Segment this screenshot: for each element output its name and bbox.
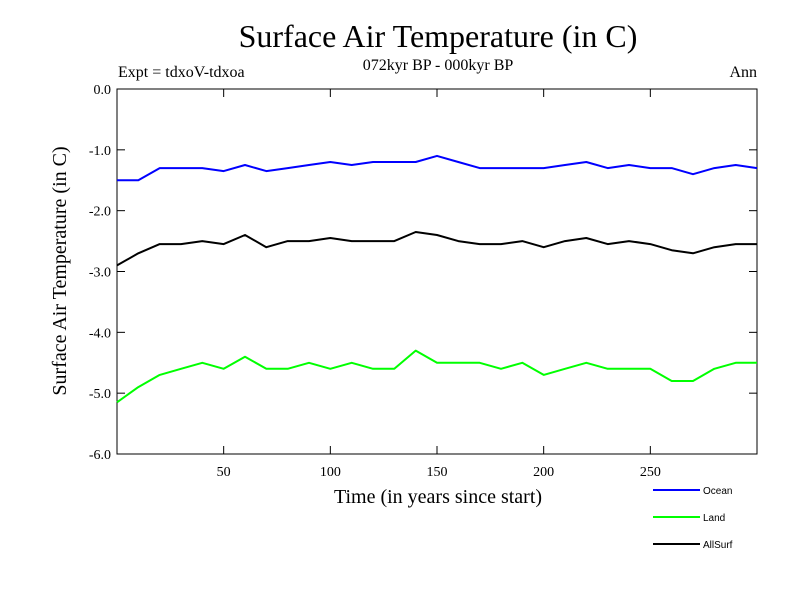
series-line-allsurf xyxy=(116,231,757,267)
chart-title: Surface Air Temperature (in C) xyxy=(239,18,638,54)
x-axis: 50 100 150 200 250 xyxy=(217,89,661,480)
y-tick-label: 0.0 xyxy=(94,83,112,98)
y-tick-label: -4.0 xyxy=(89,326,111,341)
x-tick-label: 100 xyxy=(320,465,341,480)
y-tick-label: -5.0 xyxy=(89,387,111,402)
x-tick-label: 50 xyxy=(217,465,231,480)
series-layer xyxy=(116,154,758,404)
series-line-land xyxy=(116,349,757,404)
x-axis-label: Time (in years since start) xyxy=(334,486,542,508)
y-tick-label: -6.0 xyxy=(89,448,111,463)
legend: Ocean Land AllSurf xyxy=(653,486,733,551)
legend-label-allsurf: AllSurf xyxy=(703,540,733,551)
y-tick-label: -3.0 xyxy=(89,266,111,281)
y-axis: 0.0 -1.0 -2.0 -3.0 -4.0 -5.0 -6.0 xyxy=(89,83,757,463)
x-tick-label: 150 xyxy=(427,465,448,480)
experiment-label: Expt = tdxoV-tdxoa xyxy=(118,64,245,81)
x-tick-label: 250 xyxy=(640,465,661,480)
legend-label-land: Land xyxy=(703,513,725,524)
y-tick-label: -1.0 xyxy=(89,144,111,159)
legend-label-ocean: Ocean xyxy=(703,486,732,497)
y-tick-label: -2.0 xyxy=(89,205,111,220)
x-tick-label: 200 xyxy=(533,465,554,480)
y-axis-label: Surface Air Temperature (in C) xyxy=(49,146,71,395)
chart-subtitle: 072kyr BP - 000kyr BP xyxy=(363,57,514,74)
plot-frame xyxy=(116,88,758,455)
series-line-ocean xyxy=(117,154,758,182)
season-label: Ann xyxy=(729,64,757,81)
